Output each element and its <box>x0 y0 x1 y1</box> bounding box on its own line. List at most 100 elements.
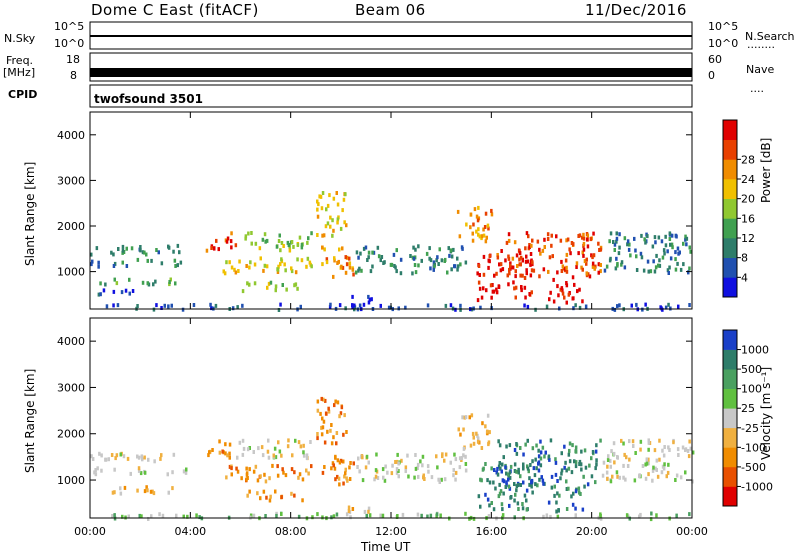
colorbar-tick-label: -1000 <box>741 480 773 493</box>
velocity-cell <box>417 474 420 479</box>
velocity-cell <box>505 471 508 476</box>
power-cell <box>278 233 281 238</box>
power-cell <box>509 263 512 268</box>
velocity-cell <box>115 453 119 458</box>
power-cell <box>267 281 271 286</box>
velocity-cell <box>138 513 141 518</box>
velocity-cell <box>326 429 329 434</box>
power-cell <box>587 272 590 277</box>
power-cell <box>104 282 107 287</box>
velocity-cell <box>245 472 249 477</box>
velocity-cell <box>358 469 361 474</box>
velocity-cell <box>129 471 132 476</box>
velocity-cell <box>414 453 417 457</box>
velocity-cell <box>572 491 575 496</box>
velocity-cell <box>458 465 462 470</box>
power-cell <box>459 307 462 312</box>
velocity-cell <box>158 512 161 517</box>
power-cell <box>572 242 575 247</box>
power-cell <box>443 259 446 263</box>
velocity-cell <box>275 513 278 518</box>
velocity-cell <box>549 438 553 443</box>
power-cell <box>613 307 617 312</box>
power-cell <box>234 270 238 275</box>
velocity-cell <box>256 478 260 483</box>
velocity-cell <box>123 485 127 490</box>
velocity-cell <box>119 486 122 491</box>
velocity-cell <box>578 459 582 464</box>
power-cell <box>514 274 517 279</box>
velocity-cell <box>373 477 376 482</box>
power-cell <box>296 243 300 247</box>
power-cell <box>581 267 584 272</box>
power-cell <box>121 250 124 255</box>
power-cell <box>290 240 294 244</box>
power-cell <box>456 209 460 214</box>
power-cell <box>213 246 216 251</box>
velocity-cell <box>686 449 690 453</box>
power-cell <box>459 262 462 267</box>
power-cell <box>490 212 494 217</box>
power-cell <box>526 304 530 309</box>
power-cell <box>178 250 181 255</box>
velocity-cell <box>638 473 641 478</box>
power-cell <box>550 233 553 238</box>
velocity-cell <box>335 441 338 446</box>
power-cell <box>263 232 267 237</box>
velocity-cell <box>595 458 598 463</box>
velocity-cell <box>430 475 434 480</box>
velocity-cell <box>427 469 430 474</box>
power-cell <box>582 247 586 252</box>
power-cell <box>519 273 522 278</box>
velocity-cell <box>607 454 610 459</box>
power-cell <box>476 298 480 303</box>
velocity-cell <box>297 440 301 445</box>
power-cell <box>482 286 485 291</box>
velocity-cell <box>274 455 278 460</box>
velocity-cell <box>574 489 578 494</box>
power-cell <box>511 256 515 261</box>
power-cell <box>250 231 253 235</box>
velocity-cell <box>365 513 368 518</box>
power-cell <box>556 284 559 289</box>
power-cell <box>635 268 639 272</box>
power-cell <box>556 270 559 275</box>
power-cell <box>550 243 553 248</box>
power-cell <box>368 297 372 302</box>
velocity-cell <box>419 459 422 464</box>
power-cell <box>668 265 671 270</box>
power-cell <box>652 259 655 264</box>
velocity-cell <box>625 513 629 518</box>
velocity-cell <box>126 456 130 461</box>
velocity-cell <box>486 429 489 434</box>
power-cell <box>152 282 155 287</box>
power-cell <box>530 268 534 273</box>
power-cell <box>567 292 571 297</box>
power-cell <box>383 260 386 265</box>
velocity-cell <box>521 506 525 511</box>
velocity-cell <box>560 471 563 476</box>
power-cell <box>482 233 486 238</box>
power-cell <box>450 254 454 259</box>
power-cell <box>299 304 302 309</box>
velocity-cell <box>666 470 670 475</box>
velocity-cell <box>416 512 420 517</box>
power-cell <box>316 233 319 237</box>
power-cell <box>331 233 334 238</box>
velocity-cell <box>525 507 529 512</box>
power-cell <box>333 258 336 263</box>
power-cell <box>112 303 115 308</box>
power-cell <box>316 207 319 212</box>
colorbar-frame <box>722 119 738 298</box>
colorbar-tick-label: 28 <box>741 153 755 166</box>
colorbar-segment <box>723 447 737 468</box>
velocity-cell <box>482 466 485 471</box>
velocity-cell <box>594 466 597 471</box>
velocity-cell <box>687 454 691 459</box>
velocity-cell <box>536 483 539 488</box>
velocity-cell <box>435 454 438 459</box>
velocity-cell <box>464 454 467 459</box>
velocity-cell <box>488 430 491 435</box>
power-cell <box>507 254 510 259</box>
